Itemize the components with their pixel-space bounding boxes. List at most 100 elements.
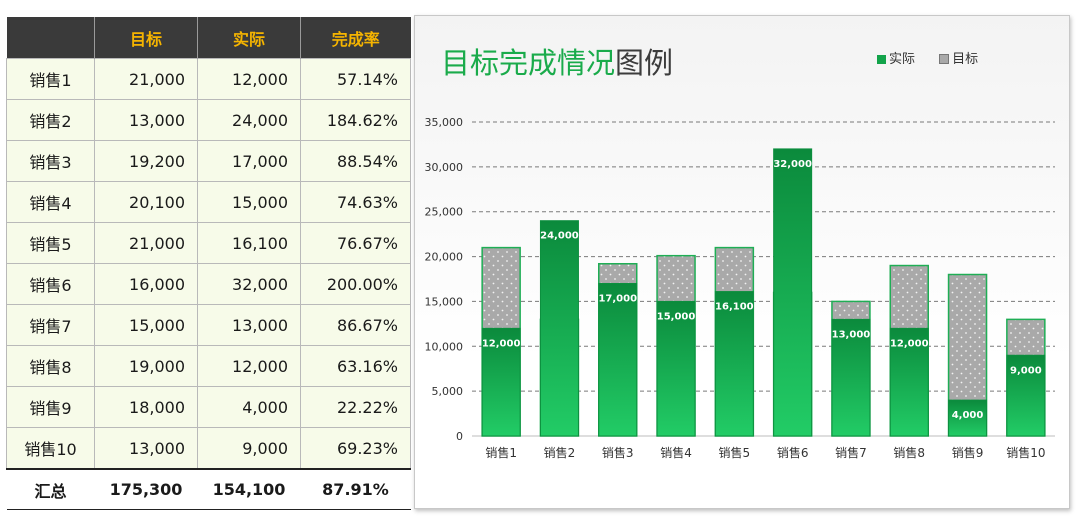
x-tick-label: 销售4 <box>660 445 692 460</box>
header-actual: 实际 <box>197 17 301 59</box>
data-label: 15,000 <box>657 311 696 322</box>
cell-name: 销售3 <box>6 140 95 182</box>
x-tick-label: 销售3 <box>602 445 634 460</box>
y-tick-label: 35,000 <box>425 116 464 129</box>
data-label: 24,000 <box>540 231 579 242</box>
bar-chart-plot: 0 5,000 10,000 15,000 20,000 25,000 30,000 35,0… <box>425 116 1055 460</box>
cell-rate: 184.62% <box>300 99 411 141</box>
chart-panel: 目标完成情况图例 实际 目标 0 5,000 10,000 15,000 20,000 2… <box>414 15 1070 509</box>
y-tick-label: 0 <box>456 430 463 443</box>
cell-name: 销售7 <box>6 304 95 346</box>
legend-swatch-actual <box>877 55 886 64</box>
cell-actual: 16,100 <box>197 222 301 264</box>
data-label: 13,000 <box>832 329 871 340</box>
chart-title-main: 目标完成情况 <box>441 46 616 80</box>
x-tick-label: 销售1 <box>485 445 517 460</box>
cell-rate: 69.23% <box>300 427 411 470</box>
cell-actual: 32,000 <box>197 263 301 305</box>
x-tick-label: 销售5 <box>719 445 751 460</box>
table-row: 销售8 19,000 12,000 63.16% <box>6 345 411 387</box>
cell-actual: 4,000 <box>197 386 301 428</box>
table-header-row: 目标 实际 完成率 <box>6 17 411 59</box>
sales-table: 目标 实际 完成率 销售1 21,000 12,000 57.14% 销售2 13,00… <box>6 17 411 510</box>
x-tick-label: 销售7 <box>835 445 867 460</box>
table-row: 销售2 13,000 24,000 184.62% <box>6 99 411 141</box>
table-row: 销售9 18,000 4,000 22.22% <box>6 386 411 428</box>
y-tick-label: 15,000 <box>425 295 464 308</box>
x-tick-label: 销售2 <box>544 445 576 460</box>
data-label: 32,000 <box>773 159 812 170</box>
table-row: 销售6 16,000 32,000 200.00% <box>6 263 411 305</box>
total-target: 175,300 <box>94 468 198 510</box>
x-tick-label: 销售8 <box>893 445 925 460</box>
cell-target: 21,000 <box>94 58 198 100</box>
chart-title: 目标完成情况图例 <box>441 40 673 82</box>
cell-target: 13,000 <box>94 99 198 141</box>
cell-actual: 15,000 <box>197 181 301 223</box>
legend-swatch-target <box>939 54 950 64</box>
data-label: 12,000 <box>482 338 521 349</box>
y-tick-label: 20,000 <box>425 251 464 264</box>
header-target: 目标 <box>94 17 198 59</box>
header-name <box>6 17 95 59</box>
cell-name: 销售8 <box>6 345 95 387</box>
cell-name: 销售10 <box>6 427 95 470</box>
cell-actual: 17,000 <box>197 140 301 182</box>
cell-actual: 12,000 <box>197 345 301 387</box>
chart-legend: 实际 目标 <box>877 48 998 67</box>
actual-bar <box>481 327 521 437</box>
cell-actual: 13,000 <box>197 304 301 346</box>
cell-rate: 86.67% <box>300 304 411 346</box>
cell-name: 销售6 <box>6 263 95 305</box>
cell-name: 销售1 <box>6 58 95 100</box>
cell-target: 21,000 <box>94 222 198 264</box>
x-tick-label: 销售6 <box>777 445 809 460</box>
data-label: 17,000 <box>598 293 637 304</box>
table-row: 销售1 21,000 12,000 57.14% <box>6 58 411 100</box>
total-label: 汇总 <box>6 468 95 510</box>
actual-bar <box>656 300 696 437</box>
actual-bar <box>598 282 638 437</box>
actual-bar <box>773 148 813 437</box>
total-actual: 154,100 <box>197 468 301 510</box>
actual-bar <box>714 291 754 437</box>
actual-bar <box>831 318 871 437</box>
y-tick-label: 5,000 <box>432 385 464 398</box>
x-tick-label: 销售9 <box>952 445 984 460</box>
data-label: 16,100 <box>715 302 754 313</box>
table-row: 销售5 21,000 16,100 76.67% <box>6 222 411 264</box>
cell-rate: 200.00% <box>300 263 411 305</box>
legend-label-target: 目标 <box>952 52 979 67</box>
actual-bar <box>948 399 988 437</box>
data-label: 4,000 <box>952 410 984 421</box>
legend-item-actual: 实际 <box>877 48 915 67</box>
cell-actual: 12,000 <box>197 58 301 100</box>
cell-rate: 57.14% <box>300 58 411 100</box>
chart-title-suffix: 图例 <box>615 46 674 80</box>
legend-item-target: 目标 <box>939 48 978 67</box>
table-row: 销售10 13,000 9,000 69.23% <box>6 427 411 470</box>
y-tick-label: 30,000 <box>425 161 464 174</box>
cell-actual: 24,000 <box>197 99 301 141</box>
legend-label-actual: 实际 <box>889 52 916 67</box>
actual-bar <box>1006 354 1046 437</box>
cell-target: 13,000 <box>94 427 198 470</box>
data-label: 9,000 <box>1010 365 1042 376</box>
table-row: 销售7 15,000 13,000 86.67% <box>6 304 411 346</box>
cell-name: 销售2 <box>6 99 95 141</box>
table-row: 销售4 20,100 15,000 74.63% <box>6 181 411 223</box>
cell-rate: 88.54% <box>300 140 411 182</box>
cell-target: 19,200 <box>94 140 198 182</box>
y-tick-label: 25,000 <box>425 206 464 219</box>
actual-bar <box>889 327 929 437</box>
cell-target: 16,000 <box>94 263 198 305</box>
actual-bar <box>539 220 579 437</box>
cell-rate: 22.22% <box>300 386 411 428</box>
cell-rate: 63.16% <box>300 345 411 387</box>
cell-name: 销售9 <box>6 386 95 428</box>
data-label: 12,000 <box>890 338 929 349</box>
cell-rate: 76.67% <box>300 222 411 264</box>
cell-actual: 9,000 <box>197 427 301 470</box>
y-tick-label: 10,000 <box>425 340 464 353</box>
cell-rate: 74.63% <box>300 181 411 223</box>
